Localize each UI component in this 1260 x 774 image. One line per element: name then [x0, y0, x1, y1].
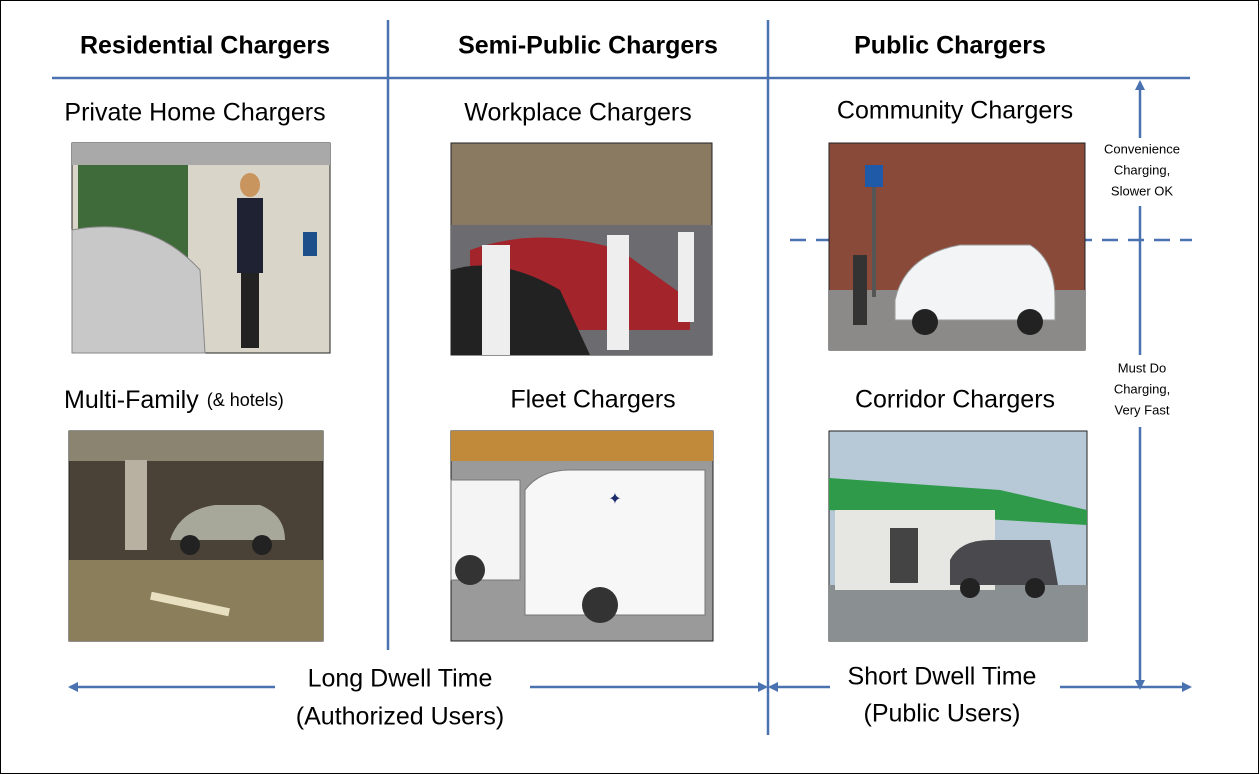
charger-label: Private Home Chargers: [64, 99, 325, 127]
side-label: Slower OK: [1111, 183, 1173, 198]
photo-multifamily: [69, 431, 323, 641]
column-header: Public Chargers: [854, 32, 1046, 60]
side-label: Convenience: [1104, 141, 1180, 156]
photo-community: [829, 143, 1085, 350]
van-decal: ✦: [608, 491, 621, 508]
side-label: Charging,: [1114, 162, 1170, 177]
photo-workplace: [451, 143, 712, 355]
dwell-label: Long Dwell Time: [308, 665, 493, 693]
diagram: Residential Chargers Semi-Public Charger…: [0, 0, 1260, 774]
page: { "columns": [ {"header": "Residential C…: [0, 0, 1260, 774]
column-header: Semi-Public Chargers: [458, 32, 718, 60]
side-label: Very Fast: [1115, 402, 1170, 417]
dwell-label: (Authorized Users): [296, 703, 504, 731]
charger-label: Fleet Chargers: [510, 386, 675, 414]
photo-fleet: ✦: [451, 431, 713, 641]
charger-label-main: Multi-Family: [64, 386, 199, 414]
column-header: Residential Chargers: [80, 32, 330, 60]
photo-corridor: [829, 431, 1087, 641]
side-label: Must Do: [1118, 360, 1166, 375]
dwell-label: Short Dwell Time: [848, 663, 1037, 691]
photo-home: [72, 143, 330, 353]
charger-label: Community Chargers: [837, 97, 1073, 125]
charger-label: Workplace Chargers: [464, 99, 691, 127]
dwell-label: (Public Users): [864, 700, 1021, 728]
charger-label-note: (& hotels): [207, 390, 284, 410]
charger-label: Corridor Chargers: [855, 386, 1055, 414]
side-label: Charging,: [1114, 381, 1170, 396]
charger-label: Multi-Family (& hotels): [64, 386, 284, 414]
